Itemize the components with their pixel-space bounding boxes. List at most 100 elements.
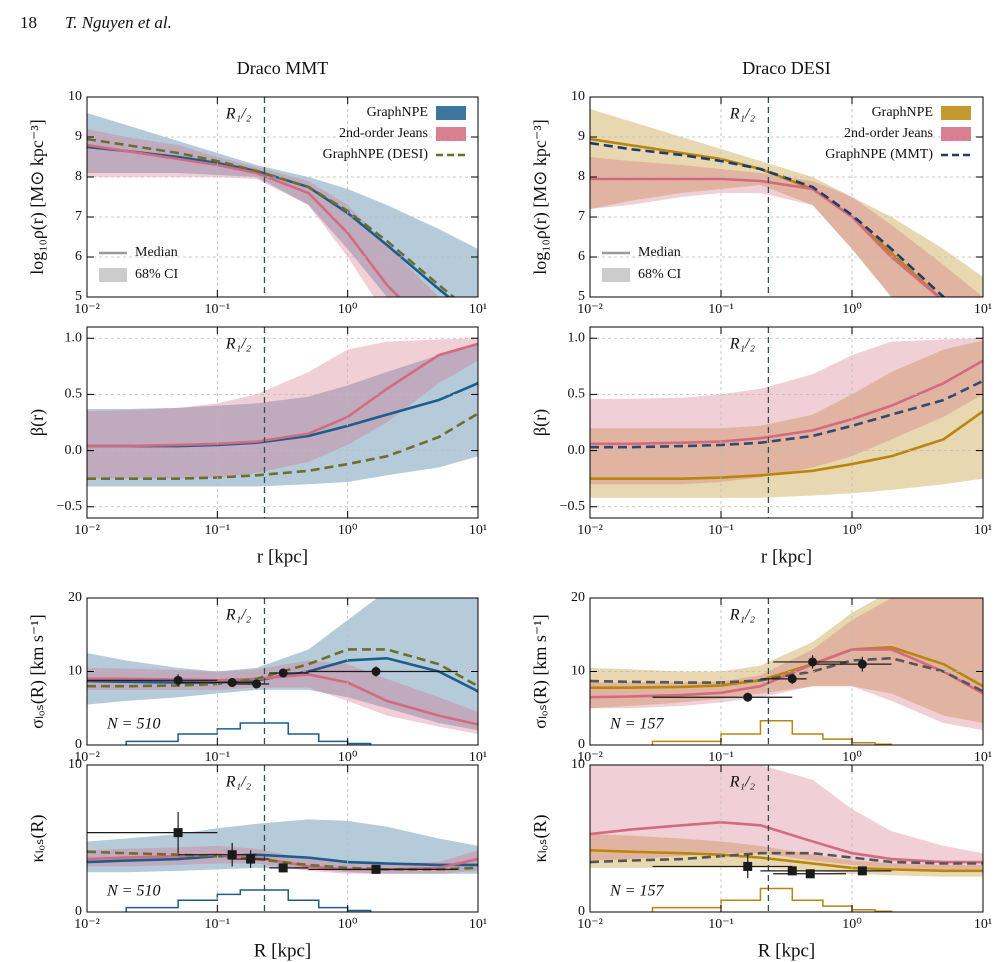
median-line [590, 410, 983, 480]
y-tick-label: 10 [68, 89, 82, 104]
legend-label: GraphNPE [367, 105, 428, 120]
y-tick-label: 0.5 [568, 387, 586, 402]
histogram [651, 887, 893, 912]
reference-label: R₁/₂ [729, 106, 756, 123]
data-point [371, 667, 381, 676]
data-point [857, 866, 867, 876]
y-tick-label: −0.5 [560, 499, 585, 514]
axes-frame [589, 96, 984, 298]
data-point [787, 866, 797, 876]
x-tick-label: 10⁻¹ [708, 523, 734, 538]
x-tick-label: 10⁰ [842, 302, 862, 317]
running-head: T. Nguyen et al. [65, 13, 172, 32]
y-axis-label: σₗₒₛ(R) [km s⁻¹] [27, 614, 48, 728]
ci-band [87, 819, 478, 874]
ci-band [87, 129, 439, 297]
x-tick-label: 10¹ [469, 302, 487, 317]
y-axis-label: log₁₀ρ(r) [M⊙ kpc⁻³] [27, 119, 48, 274]
histogram [125, 722, 372, 745]
plot-area [87, 113, 478, 297]
y-tick-label: 7 [578, 209, 585, 224]
data-point [227, 850, 237, 860]
x-axis-label: r [kpc] [257, 546, 308, 567]
median-line [590, 821, 983, 864]
ci-band [590, 598, 983, 723]
sample-size: N = 510 [106, 883, 160, 900]
x-tick-label: 10¹ [974, 750, 992, 765]
x-tick-label: 10⁻¹ [708, 750, 734, 765]
axes-frame [86, 96, 479, 298]
median-line [87, 342, 478, 448]
y-axis-label: κₗₒₛ(R) [530, 815, 551, 863]
y-axis-label: β(r) [530, 409, 551, 436]
y-tick-label: 8 [578, 169, 585, 184]
median-line [87, 137, 456, 297]
x-tick-label: 10⁰ [338, 750, 358, 765]
x-tick-label: 10¹ [974, 917, 992, 932]
y-axis-label: β(r) [27, 409, 48, 436]
axes-frame [86, 597, 479, 746]
legend-label: 68% CI [638, 267, 682, 282]
data-point [246, 854, 256, 864]
median-line [590, 141, 946, 297]
x-tick-label: 10⁰ [338, 302, 358, 317]
ci-band [590, 338, 983, 485]
x-tick-label: 10⁰ [338, 917, 358, 932]
axes-frame [86, 764, 479, 913]
legend-label: GraphNPE (DESI) [323, 147, 429, 162]
legend-swatch [602, 268, 630, 282]
column-title: Draco DESI [742, 58, 830, 78]
x-tick-label: 10⁻² [74, 917, 100, 932]
y-tick-label: 7 [75, 209, 82, 224]
ci-band [590, 765, 983, 870]
reference-label: R₁/₂ [729, 607, 756, 624]
data-point [743, 861, 753, 871]
y-tick-label: 8 [75, 169, 82, 184]
x-tick-label: 10¹ [469, 917, 487, 932]
y-tick-label: 10 [571, 664, 585, 679]
median-line [590, 848, 983, 873]
y-tick-label: 20 [68, 590, 82, 605]
histogram [125, 889, 372, 912]
histogram [651, 719, 893, 745]
legend-swatch [99, 268, 127, 282]
plot-area [590, 109, 983, 297]
y-tick-label: 0 [578, 737, 585, 752]
x-axis-label: R [kpc] [758, 940, 816, 961]
data-point [805, 869, 815, 879]
legend-label: GraphNPE [872, 105, 933, 120]
y-tick-label: 0.0 [568, 443, 586, 458]
axes-frame [589, 597, 984, 746]
data-point [227, 678, 237, 688]
legend-swatch [436, 127, 466, 141]
reference-label: R₁/₂ [225, 607, 252, 624]
x-tick-label: 10⁻¹ [205, 302, 231, 317]
y-tick-label: 5 [75, 289, 82, 304]
reference-label: R₁/₂ [225, 774, 252, 791]
legend-label: Median [638, 245, 681, 260]
sample-size: N = 510 [106, 716, 160, 733]
data-point [857, 659, 867, 669]
legend-swatch [941, 106, 971, 120]
axes-frame [589, 764, 984, 913]
median-line [590, 359, 983, 446]
y-tick-label: 10 [68, 664, 82, 679]
x-tick-label: 10¹ [469, 523, 487, 538]
column-title: Draco MMT [237, 58, 328, 78]
y-tick-label: 0.5 [65, 387, 83, 402]
x-axis-label: R [kpc] [254, 940, 312, 961]
y-tick-label: 10 [68, 757, 82, 772]
plot-area [87, 338, 478, 487]
legend-label: 2nd-order Jeans [844, 126, 933, 141]
data-point [278, 863, 288, 873]
x-tick-label: 10⁻² [74, 302, 100, 317]
y-tick-label: 1.0 [65, 330, 83, 345]
reference-label: R₁/₂ [225, 336, 252, 353]
legend-label: GraphNPE (MMT) [825, 147, 933, 162]
x-tick-label: 10⁻² [577, 750, 603, 765]
x-tick-label: 10⁰ [842, 917, 862, 932]
median-line [590, 379, 983, 449]
sample-size: N = 157 [609, 716, 664, 733]
legend-label: 68% CI [135, 267, 179, 282]
y-tick-label: 9 [578, 129, 585, 144]
